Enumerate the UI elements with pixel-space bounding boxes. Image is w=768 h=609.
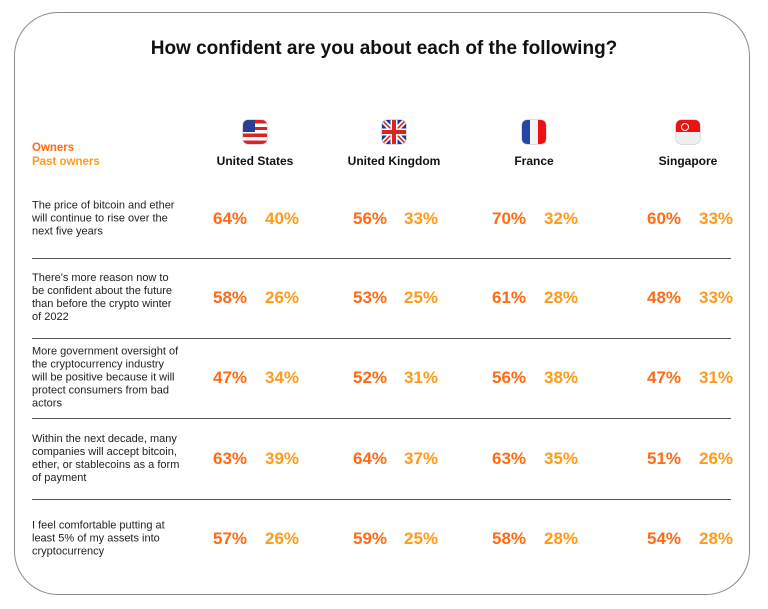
question-label: More government oversight of the cryptoc…: [32, 345, 179, 410]
owners-value: 63%: [491, 448, 527, 468]
owners-value: 54%: [646, 528, 682, 548]
table-row: More government oversight of the cryptoc…: [32, 338, 734, 418]
owners-value: 51%: [646, 448, 682, 468]
legend-past-owners: Past owners: [32, 156, 100, 168]
country-header-singapore: Singapore: [618, 120, 758, 168]
france-flag-icon: [522, 120, 546, 144]
country-name: France: [514, 154, 554, 168]
owners-value: 47%: [212, 368, 248, 387]
past-owners-value: 35%: [543, 448, 579, 468]
question-label: Within the next decade, many companies w…: [32, 432, 180, 484]
past-owners-value: 28%: [543, 288, 579, 307]
owners-value: 52%: [352, 368, 388, 387]
owners-value: 59%: [352, 528, 388, 548]
past-owners-value: 25%: [403, 528, 439, 548]
table-row: I feel comfortable putting at least 5% o…: [32, 499, 734, 578]
country-name: United States: [216, 154, 294, 168]
owners-value: 47%: [646, 368, 682, 387]
page-title: How confident are you about each of the …: [150, 38, 618, 59]
past-owners-value: 33%: [698, 209, 734, 228]
past-owners-value: 28%: [698, 528, 734, 548]
past-owners-value: 32%: [543, 209, 579, 228]
owners-value: 64%: [352, 448, 388, 468]
past-owners-value: 37%: [403, 448, 439, 468]
question-label: I feel comfortable putting at least 5% o…: [32, 519, 165, 557]
owners-value: 70%: [491, 209, 527, 228]
country-header-uk: United Kingdom: [324, 120, 464, 168]
uk-flag-icon: [382, 120, 406, 144]
past-owners-value: 33%: [403, 209, 439, 228]
owners-value: 57%: [212, 528, 248, 548]
owners-value: 56%: [491, 368, 527, 387]
owners-value: 58%: [212, 288, 248, 307]
card: [14, 12, 750, 595]
past-owners-value: 40%: [264, 209, 300, 228]
table-row: The price of bitcoin and ether will cont…: [32, 180, 734, 258]
row-divider: [32, 338, 731, 339]
legend: Owners Past owners: [32, 141, 100, 169]
owners-value: 56%: [352, 209, 388, 228]
past-owners-value: 25%: [403, 288, 439, 307]
country-name: United Kingdom: [347, 154, 441, 168]
past-owners-value: 39%: [264, 448, 300, 468]
country-name: Singapore: [658, 154, 718, 168]
past-owners-value: 34%: [264, 368, 300, 387]
table-row: There's more reason now to be confident …: [32, 258, 734, 338]
table-row: Within the next decade, many companies w…: [32, 418, 734, 499]
singapore-flag-icon: [676, 120, 700, 144]
question-label: There's more reason now to be confident …: [32, 272, 173, 323]
owners-value: 60%: [646, 209, 682, 228]
country-header-france: France: [464, 120, 604, 168]
owners-value: 64%: [212, 209, 248, 228]
past-owners-value: 28%: [543, 528, 579, 548]
owners-value: 53%: [352, 288, 388, 307]
row-divider: [32, 499, 731, 500]
past-owners-value: 38%: [543, 368, 579, 387]
owners-value: 58%: [491, 528, 527, 548]
row-divider: [32, 258, 731, 259]
question-label: The price of bitcoin and ether will cont…: [32, 199, 175, 238]
owners-value: 48%: [646, 288, 682, 307]
past-owners-value: 26%: [264, 288, 300, 307]
past-owners-value: 33%: [698, 288, 734, 307]
past-owners-value: 31%: [698, 368, 734, 387]
past-owners-value: 26%: [264, 528, 300, 548]
country-header-us: United States: [185, 120, 325, 168]
owners-value: 63%: [212, 448, 248, 468]
past-owners-value: 31%: [403, 368, 439, 387]
us-flag-icon: [243, 120, 267, 144]
legend-owners: Owners: [32, 142, 75, 154]
owners-value: 61%: [491, 288, 527, 307]
past-owners-value: 26%: [698, 448, 734, 468]
row-divider: [32, 418, 731, 419]
